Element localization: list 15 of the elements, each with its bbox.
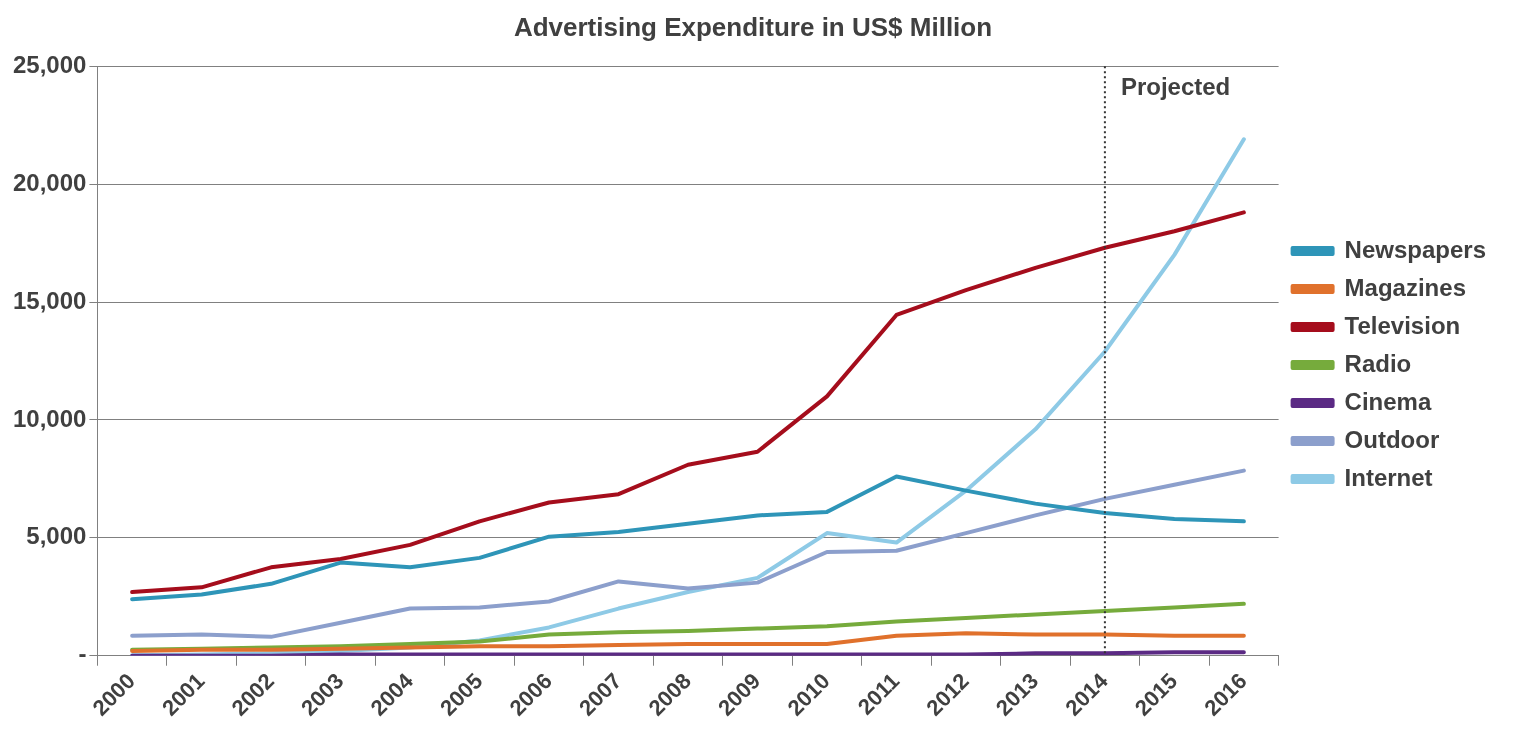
legend-label: Cinema: [1344, 387, 1432, 415]
legend-label: Television: [1344, 311, 1461, 339]
legend-label: Newspapers: [1344, 235, 1487, 263]
y-tick-label: -: [78, 640, 87, 668]
chart-title: Advertising Expenditure in US$ Million: [513, 11, 993, 42]
y-tick-label: 5,000: [26, 522, 87, 550]
legend-label: Outdoor: [1344, 425, 1440, 453]
legend-label: Internet: [1344, 463, 1433, 491]
y-tick-label: 25,000: [13, 50, 87, 78]
legend-label: Magazines: [1344, 273, 1466, 301]
y-tick-label: 15,000: [13, 286, 87, 314]
y-tick-label: 20,000: [13, 168, 87, 196]
ref-line-label: Projected: [1120, 72, 1231, 100]
legend-label: Radio: [1344, 349, 1412, 377]
y-tick-label: 10,000: [13, 404, 87, 432]
